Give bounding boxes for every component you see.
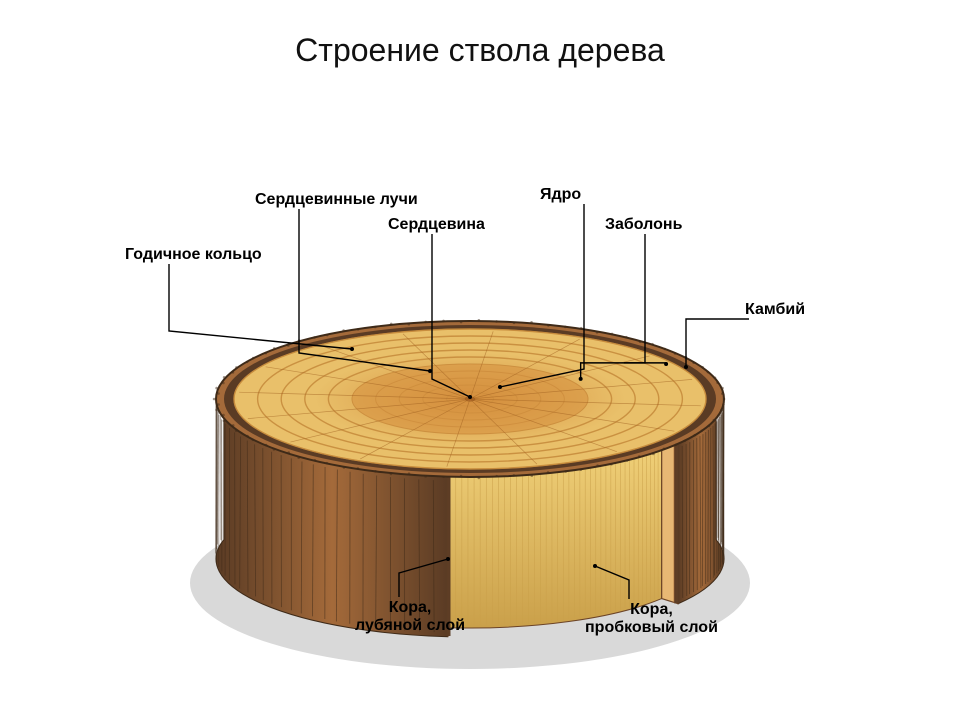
label-cambium: Камбий: [745, 301, 805, 319]
trunk-svg: [0, 69, 960, 709]
label-heartwood: Ядро: [540, 186, 581, 204]
label-pith: Сердцевина: [388, 216, 485, 234]
label-medullary-rays: Сердцевинные лучи: [255, 191, 418, 209]
label-sapwood: Заболонь: [605, 216, 682, 234]
page-title: Строение ствола дерева: [0, 0, 960, 69]
label-cork: Кора, пробковый слой: [585, 601, 718, 637]
diagram-stage: Годичное кольцо Сердцевинные лучи Сердце…: [0, 69, 960, 709]
label-bast: Кора, лубяной слой: [355, 599, 465, 635]
label-annual-ring: Годичное кольцо: [125, 246, 262, 264]
